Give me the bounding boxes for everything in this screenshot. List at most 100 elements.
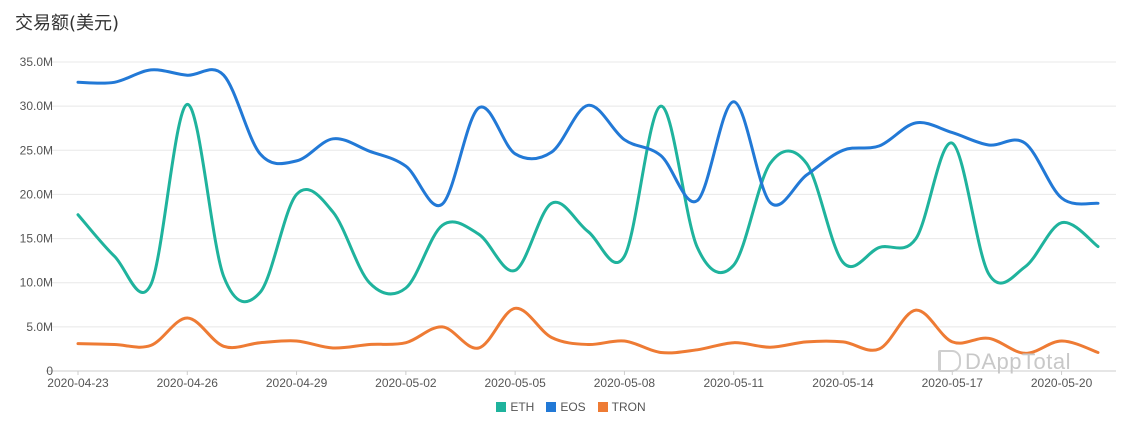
data-point-eth <box>1097 245 1100 248</box>
watermark-text: DAppTotal <box>965 349 1072 374</box>
chart-legend: ETH EOS TRON <box>0 400 1142 414</box>
data-point-tron <box>732 341 735 344</box>
x-tick-label: 2020-05-14 <box>812 376 874 390</box>
legend-label: EOS <box>560 400 586 414</box>
data-point-tron <box>295 339 298 342</box>
x-tick-label: 2020-05-02 <box>375 376 437 390</box>
x-tick-label: 2020-05-05 <box>484 376 546 390</box>
y-tick-label: 20.0M <box>20 187 53 201</box>
y-tick-label: 30.0M <box>20 99 53 113</box>
y-tick-label: 10.0M <box>20 276 53 290</box>
y-tick-label: 35.0M <box>20 55 53 69</box>
data-point-eos <box>732 100 735 103</box>
data-point-eth <box>514 269 517 272</box>
legend-item-tron[interactable]: TRON <box>597 400 646 414</box>
data-point-eos <box>77 81 80 84</box>
data-point-eos <box>623 138 626 141</box>
data-point-eth <box>113 255 116 258</box>
data-point-eos <box>368 150 371 153</box>
data-point-tron <box>696 348 699 351</box>
legend-swatch <box>597 402 608 412</box>
data-point-eth <box>550 202 553 205</box>
data-point-eth <box>696 246 699 249</box>
data-point-eos <box>186 74 189 77</box>
legend-item-eos[interactable]: EOS <box>546 400 586 414</box>
data-point-tron <box>878 347 881 350</box>
data-point-eth <box>259 291 262 294</box>
data-point-tron <box>514 307 517 310</box>
data-point-eth <box>477 233 480 236</box>
data-point-eth <box>77 213 80 216</box>
data-point-tron <box>404 341 407 344</box>
data-point-tron <box>441 325 444 328</box>
data-point-eth <box>404 287 407 290</box>
data-point-eth <box>769 162 772 165</box>
x-tick-label: 2020-04-29 <box>266 376 328 390</box>
data-point-eos <box>295 159 298 162</box>
data-point-eth <box>878 246 881 249</box>
data-point-eos <box>149 68 152 71</box>
data-point-eth <box>222 275 225 278</box>
data-point-eos <box>1060 196 1063 199</box>
data-point-eth <box>295 193 298 196</box>
data-point-eos <box>441 203 444 206</box>
data-point-tron <box>477 347 480 350</box>
chart-title: 交易额(美元) <box>15 13 120 34</box>
watermark: DAppTotal <box>938 349 1071 375</box>
x-tick-label: 2020-04-26 <box>157 376 219 390</box>
data-point-eth <box>1024 265 1027 268</box>
data-point-eth <box>441 224 444 227</box>
data-point-eos <box>587 104 590 107</box>
data-point-tron <box>659 351 662 354</box>
data-point-eos <box>404 165 407 168</box>
data-point-eth <box>732 264 735 267</box>
data-point-eos <box>113 81 116 84</box>
x-tick-label: 2020-05-11 <box>703 376 764 390</box>
x-tick-label: 2020-05-20 <box>1031 376 1093 390</box>
data-point-eos <box>805 174 808 177</box>
data-point-tron <box>842 340 845 343</box>
x-tick-label: 2020-05-17 <box>922 376 984 390</box>
legend-item-eth[interactable]: ETH <box>496 400 534 414</box>
data-point-eth <box>659 105 662 108</box>
data-point-tron <box>77 342 80 345</box>
data-point-eth <box>149 283 152 286</box>
data-point-eos <box>878 144 881 147</box>
data-point-eth <box>805 162 808 165</box>
legend-label: TRON <box>611 400 646 414</box>
data-point-eos <box>259 152 262 155</box>
x-tick-label: 2020-05-08 <box>594 376 656 390</box>
data-point-eth <box>186 103 189 106</box>
data-point-tron <box>769 346 772 349</box>
data-point-tron <box>368 343 371 346</box>
data-point-eos <box>514 152 517 155</box>
data-point-eth <box>368 281 371 284</box>
legend-label: ETH <box>510 400 535 414</box>
data-point-eth <box>951 142 954 145</box>
data-point-eos <box>951 131 954 134</box>
data-point-tron <box>550 336 553 339</box>
data-point-eth <box>842 261 845 264</box>
data-point-tron <box>222 345 225 348</box>
data-point-tron <box>1060 339 1063 342</box>
data-point-tron <box>987 337 990 340</box>
data-point-eos <box>842 149 845 152</box>
data-point-tron <box>113 343 116 346</box>
data-point-eth <box>587 230 590 233</box>
data-point-eos <box>987 143 990 146</box>
data-point-eos <box>550 151 553 154</box>
data-point-eos <box>696 199 699 202</box>
y-tick-label: 5.0M <box>26 320 53 334</box>
data-point-eos <box>1024 142 1027 145</box>
data-point-eos <box>332 137 335 140</box>
data-point-tron <box>951 340 954 343</box>
data-point-eth <box>987 272 990 275</box>
data-point-tron <box>623 339 626 342</box>
legend-swatch <box>546 402 557 412</box>
legend-swatch <box>496 402 507 412</box>
data-point-tron <box>332 347 335 350</box>
data-point-tron <box>914 309 917 312</box>
data-point-eos <box>1097 202 1100 205</box>
y-tick-label: 15.0M <box>20 232 53 246</box>
